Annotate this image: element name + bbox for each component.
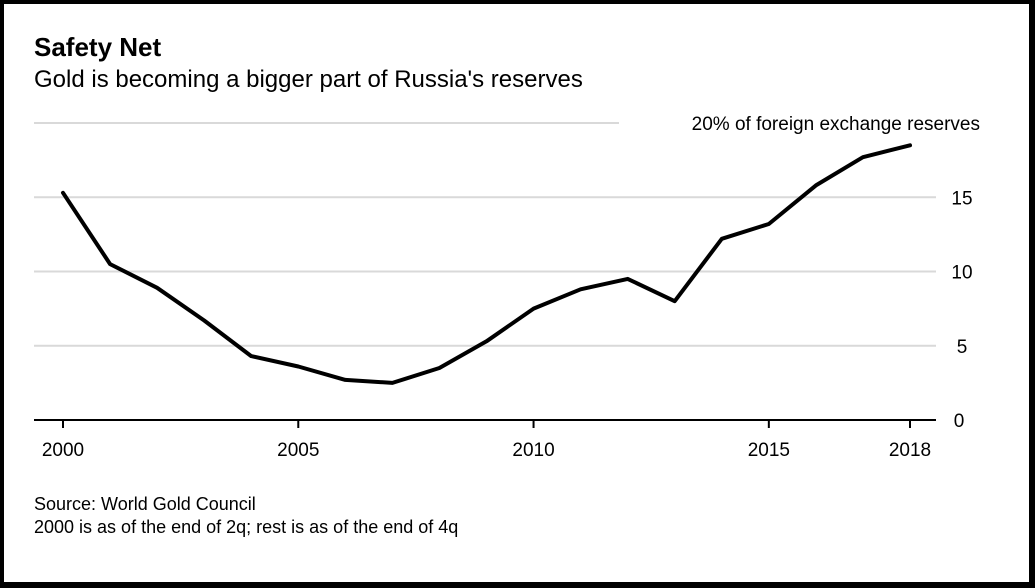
y-tick-label-10: 10 [951, 263, 972, 284]
x-tick-label-2000: 2000 [42, 440, 84, 461]
x-tick-label-2010: 2010 [512, 440, 554, 461]
y-tick-label-0: 0 [954, 411, 965, 432]
chart-title: Safety Net [34, 32, 162, 62]
y-tick-label-5: 5 [957, 337, 968, 358]
x-tick-label-2018: 2018 [889, 440, 931, 461]
line-chart: 5 10 15 20% of foreign exchange reserves 0 20… [34, 114, 980, 461]
source-note: Source: World Gold Council [34, 494, 256, 514]
x-tick-label-2015: 2015 [748, 440, 790, 461]
y-top-label: 20% of foreign exchange reserves [692, 114, 980, 135]
x-tick-label-2005: 2005 [277, 440, 319, 461]
data-note: 2000 is as of the end of 2q; rest is as … [34, 517, 459, 537]
y-tick-label-15: 15 [951, 188, 972, 209]
chart-subtitle: Gold is becoming a bigger part of Russia… [34, 66, 583, 93]
chart-frame: Safety Net Gold is becoming a bigger par… [4, 4, 1029, 582]
series-line-0 [61, 143, 912, 385]
